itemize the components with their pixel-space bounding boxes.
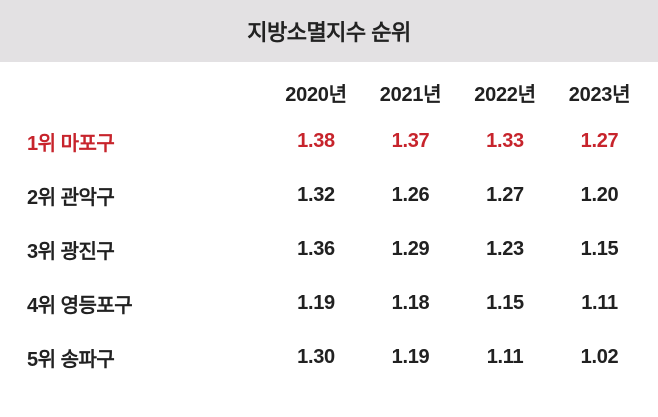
column-header-2023: 2023년 bbox=[568, 83, 631, 106]
table-row-rank2: 2위 관악구 1.32 1.26 1.27 1.20 bbox=[0, 168, 658, 222]
index-value: 1.20 bbox=[580, 183, 619, 206]
index-value: 1.38 bbox=[297, 129, 335, 152]
index-value: 1.32 bbox=[297, 183, 335, 206]
rank-label: 2위 관악구 bbox=[27, 186, 115, 209]
index-value: 1.15 bbox=[580, 237, 619, 260]
index-value: 1.02 bbox=[580, 345, 619, 368]
index-value: 1.18 bbox=[391, 291, 430, 314]
index-value: 1.26 bbox=[391, 183, 430, 206]
title-band: 지방소멸지수 순위 bbox=[0, 0, 658, 62]
rank-label: 5위 송파구 bbox=[27, 348, 115, 371]
index-value: 1.19 bbox=[391, 345, 430, 368]
table-header-row: 2020년 2021년 2022년 2023년 bbox=[0, 70, 658, 114]
index-value: 1.37 bbox=[391, 129, 430, 152]
index-value: 1.33 bbox=[486, 129, 524, 152]
table-row-rank1: 1위 마포구 1.38 1.37 1.33 1.27 bbox=[0, 114, 658, 168]
index-value: 1.11 bbox=[486, 345, 524, 368]
column-header-2022: 2022년 bbox=[474, 83, 536, 106]
column-header-2021: 2021년 bbox=[379, 83, 442, 106]
rank-label: 1위 마포구 bbox=[27, 132, 115, 155]
index-value: 1.29 bbox=[391, 237, 430, 260]
page-title: 지방소멸지수 순위 bbox=[247, 20, 411, 45]
rank-label: 3위 광진구 bbox=[27, 240, 115, 263]
rank-label: 4위 영등포구 bbox=[27, 294, 133, 317]
table-row-rank5: 5위 송파구 1.30 1.19 1.11 1.02 bbox=[0, 330, 658, 384]
index-value: 1.11 bbox=[581, 291, 618, 314]
table-row-rank3: 3위 광진구 1.36 1.29 1.23 1.15 bbox=[0, 222, 658, 276]
table-row-rank4: 4위 영등포구 1.19 1.18 1.15 1.11 bbox=[0, 276, 658, 330]
index-value: 1.27 bbox=[580, 129, 619, 152]
column-header-2020: 2020년 bbox=[285, 83, 347, 106]
ranking-table: 2020년 2021년 2022년 2023년 1위 마포구 1.38 1.37… bbox=[0, 62, 658, 384]
index-value: 1.30 bbox=[297, 345, 335, 368]
index-value: 1.15 bbox=[486, 291, 524, 314]
index-value: 1.36 bbox=[297, 237, 335, 260]
index-value: 1.19 bbox=[297, 291, 335, 314]
index-value: 1.23 bbox=[486, 237, 524, 260]
index-value: 1.27 bbox=[486, 183, 524, 206]
